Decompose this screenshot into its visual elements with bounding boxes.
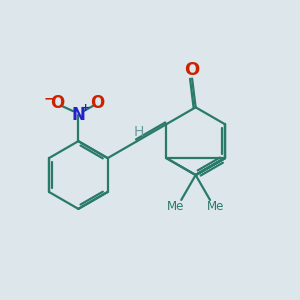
Text: O: O [50,94,64,112]
Text: −: − [43,91,55,105]
Text: Me: Me [167,200,184,213]
Text: Me: Me [207,200,224,213]
Text: H: H [133,125,144,139]
Text: N: N [71,106,85,124]
Text: O: O [184,61,200,79]
Text: +: + [81,103,90,113]
Text: O: O [90,94,105,112]
